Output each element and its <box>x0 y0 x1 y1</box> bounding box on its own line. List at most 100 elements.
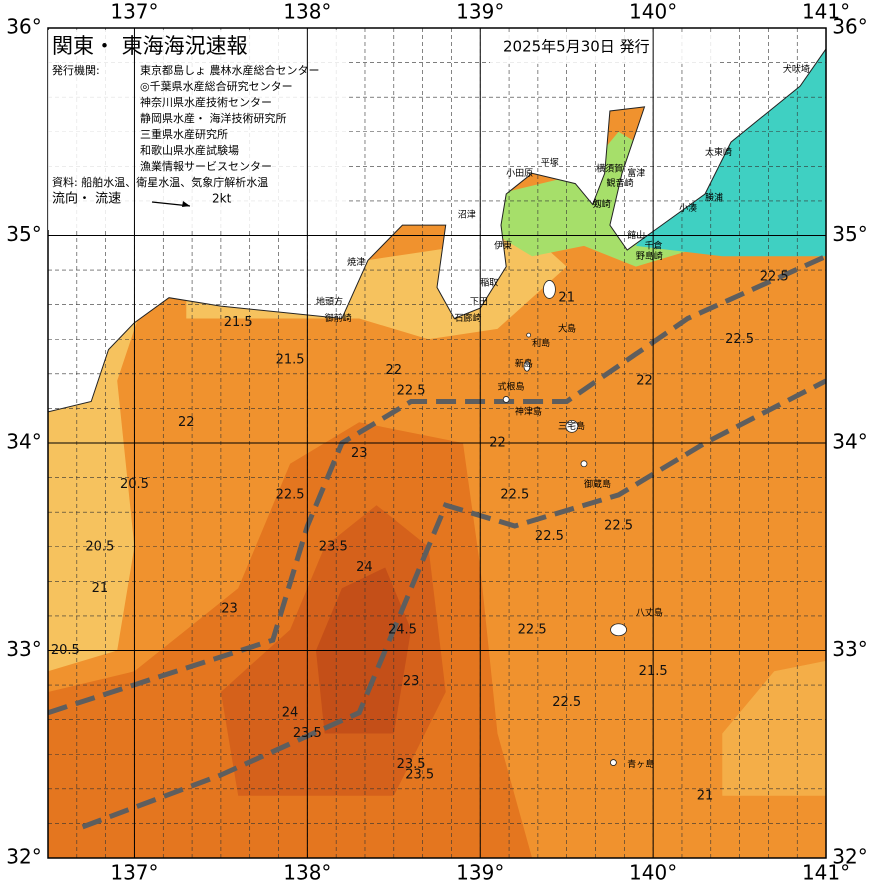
lon-label: 141° <box>802 861 850 885</box>
contour-label: 23 <box>403 674 420 689</box>
info-box <box>48 30 348 230</box>
lon-label: 139° <box>456 861 504 885</box>
contour-label: 22 <box>489 436 506 451</box>
lat-label: 36° <box>6 15 41 39</box>
lat-label: 32° <box>832 845 867 869</box>
lat-label: 33° <box>6 637 41 661</box>
lat-label: 34° <box>832 430 867 454</box>
lon-label: 140° <box>629 0 677 24</box>
agency: 静岡県水産・ 海洋技術研究所 <box>140 111 287 125</box>
place-name: 式根島 <box>498 380 525 392</box>
lat-label: 35° <box>6 222 41 246</box>
place-name: 稲取 <box>480 277 498 289</box>
place-name: 横須賀 <box>596 163 623 175</box>
contour-label: 22.5 <box>760 270 789 285</box>
contour-label: 20.5 <box>51 643 80 658</box>
agency: 漁業情報サービスセンター <box>140 159 272 173</box>
lon-label: 139° <box>456 0 504 24</box>
place-name: 太東崎 <box>705 146 732 158</box>
contour-label: 23 <box>221 602 238 617</box>
island <box>502 396 510 403</box>
place-name: 富津 <box>627 167 645 179</box>
islands <box>502 280 627 766</box>
lat-label: 35° <box>832 222 867 246</box>
contour-label: 22.5 <box>397 384 426 399</box>
contour-label: 21 <box>697 788 714 803</box>
place-name: 御蔵島 <box>584 478 611 490</box>
contour-label: 20.5 <box>85 539 114 554</box>
lon-label: 137° <box>110 861 158 885</box>
date-box <box>490 32 720 64</box>
contour-label: 23.5 <box>319 539 348 554</box>
contour-label: 21.5 <box>276 353 305 368</box>
place-name: 小湊 <box>679 202 697 214</box>
island <box>609 759 617 766</box>
place-name: 石廊崎 <box>454 312 481 324</box>
place-name: 焼津 <box>347 257 365 268</box>
contour-label: 24 <box>356 560 373 575</box>
lon-label: 138° <box>283 0 331 24</box>
contour-label: 23.5 <box>397 757 426 772</box>
island <box>526 332 532 338</box>
contour-label: 23 <box>351 446 368 461</box>
place-name: 勝浦 <box>705 192 723 204</box>
agency: ◎千葉県水産総合研究センター <box>140 79 293 93</box>
contour-label: 21.5 <box>639 664 668 679</box>
contour-label: 22 <box>178 415 195 430</box>
place-name: 小田原 <box>506 168 533 179</box>
legend-label: 流向・ 流速 <box>52 191 121 207</box>
contour-label: 22.5 <box>276 487 305 502</box>
contour-label: 24.5 <box>388 622 417 637</box>
place-name: 観音崎 <box>606 177 633 189</box>
contour-label: 21 <box>92 581 109 596</box>
place-name: 大島 <box>558 322 576 334</box>
agency: 東京都島しょ 農林水産総合センター <box>140 63 320 77</box>
lat-label: 34° <box>6 430 41 454</box>
agency: 和歌山県水産試験場 <box>140 143 239 157</box>
lon-label: 137° <box>110 0 158 24</box>
contour-label: 22.5 <box>518 622 547 637</box>
data-source: 資料: 船舶水温、衛星水温、気象庁解析水温 <box>52 175 268 189</box>
place-name: 平塚 <box>541 157 559 168</box>
contour-label: 21.5 <box>224 315 253 330</box>
island <box>580 460 588 468</box>
lon-label: 138° <box>283 861 331 885</box>
contour-label: 22.5 <box>604 519 633 534</box>
place-name: 沼津 <box>458 209 476 220</box>
legend-scale: 2kt <box>212 192 232 206</box>
contour-label: 22 <box>386 363 403 378</box>
agency-label: 発行機関: <box>52 63 100 77</box>
place-name: 剱崎 <box>593 198 611 210</box>
kuroshio-axis <box>48 254 826 716</box>
contour-label: 24 <box>282 705 299 720</box>
contour-label: 20.5 <box>120 477 149 492</box>
contour-label: 22.5 <box>535 529 564 544</box>
place-name: 三宅島 <box>558 420 585 432</box>
island <box>543 280 556 299</box>
lat-label: 32° <box>6 845 41 869</box>
island <box>610 623 627 637</box>
lon-label: 141° <box>802 0 850 24</box>
legend-arrowhead <box>182 201 190 207</box>
lat-label: 36° <box>832 15 867 39</box>
place-name: 下田 <box>470 296 488 307</box>
contour-label: 22.5 <box>500 487 529 502</box>
contour-label: 22 <box>636 373 653 388</box>
place-name: 千倉 <box>645 239 663 251</box>
lon-label: 140° <box>629 861 677 885</box>
agency: 神奈川県水産技術センター <box>140 95 272 109</box>
island <box>523 360 531 372</box>
place-name: 神津島 <box>515 405 542 417</box>
agency: 三重県水産研究所 <box>140 127 228 141</box>
place-name: 犬吠埼 <box>783 63 810 75</box>
place-name: 伊東 <box>494 239 512 251</box>
place-name: 野島崎 <box>636 250 663 262</box>
place-name: 利島 <box>532 337 550 349</box>
contour-label: 21 <box>558 290 575 305</box>
contour-label: 23.5 <box>293 726 322 741</box>
lat-label: 33° <box>832 637 867 661</box>
place-name: 八丈島 <box>636 607 663 619</box>
place-name: 青ヶ島 <box>627 758 654 770</box>
place-name: 御前崎 <box>325 312 352 324</box>
